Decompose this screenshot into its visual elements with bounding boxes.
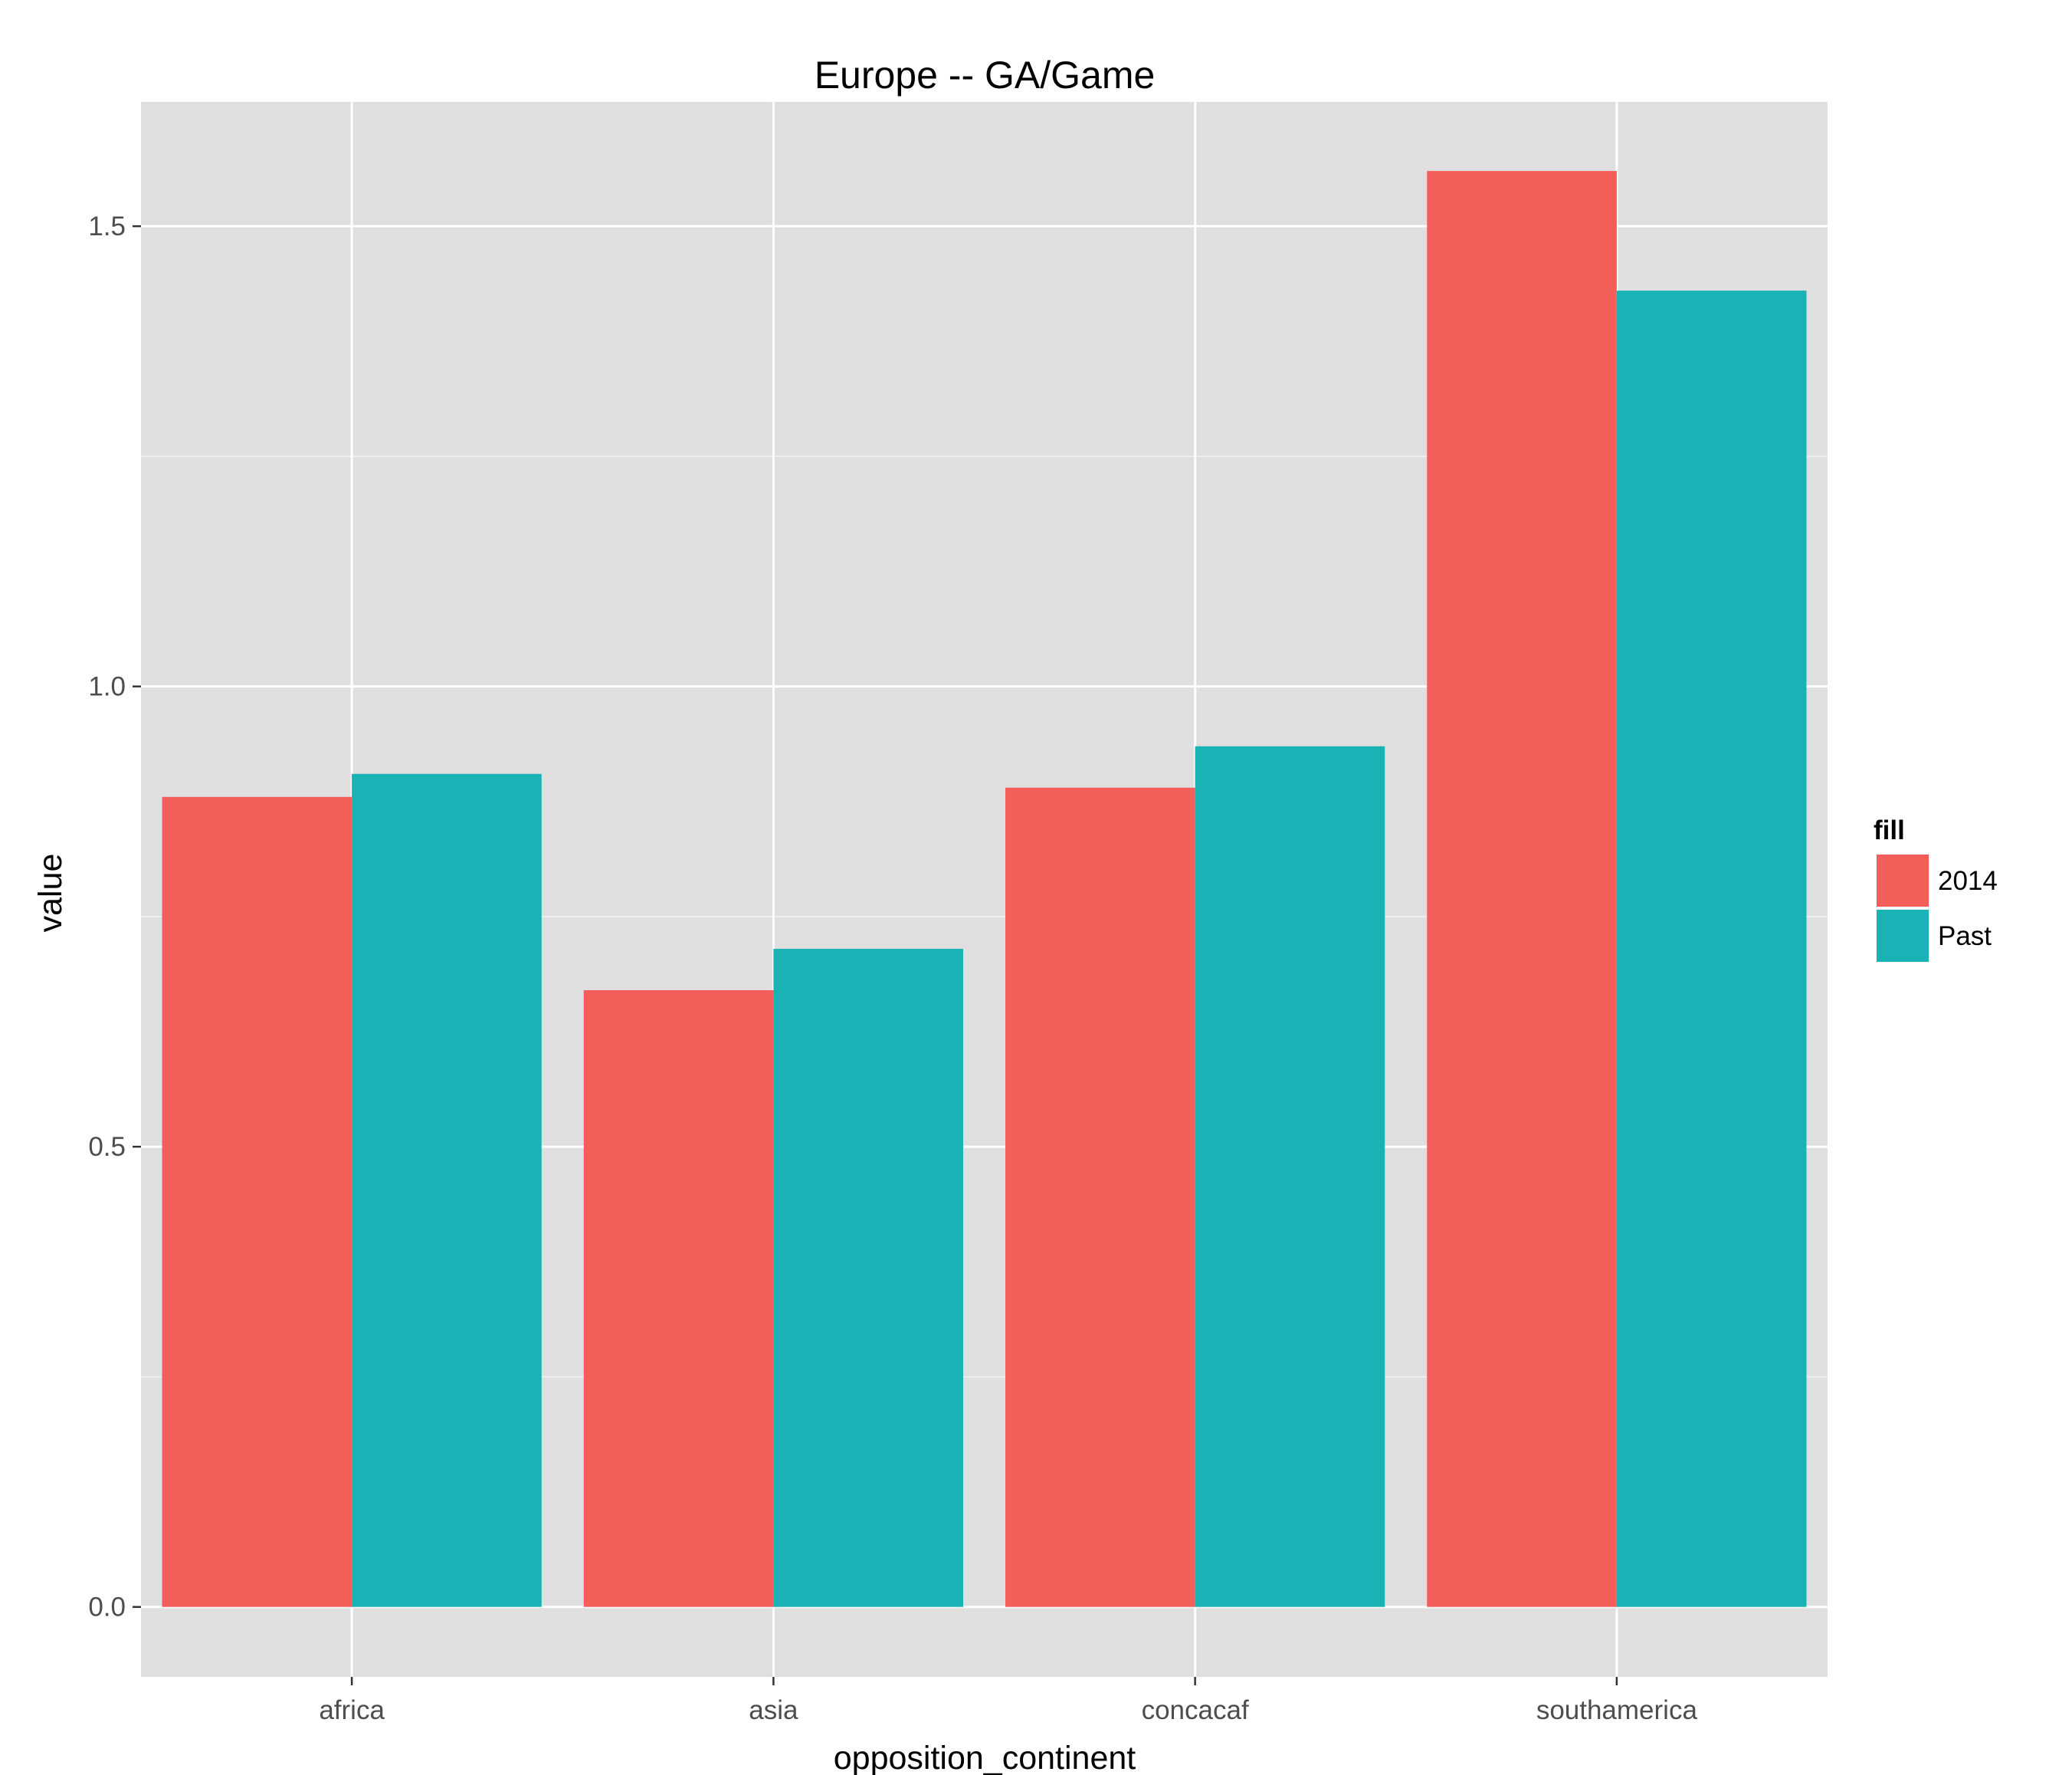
bar-past-africa <box>352 773 542 1607</box>
x-tick-label: southamerica <box>1536 1695 1698 1725</box>
y-tick-label: 0.5 <box>88 1132 126 1162</box>
bar-2014-africa <box>162 796 352 1607</box>
y-axis-title: value <box>32 854 69 933</box>
y-tick-label: 1.5 <box>88 212 126 241</box>
y-tick-label: 0.0 <box>88 1593 126 1622</box>
bar-past-asia <box>773 948 963 1607</box>
bar-2014-concacaf <box>1005 787 1195 1607</box>
bar-past-southamerica <box>1616 290 1807 1607</box>
legend-label-2014: 2014 <box>1938 866 1998 896</box>
bar-2014-asia <box>583 990 774 1607</box>
x-tick-label: concacaf <box>1142 1695 1249 1725</box>
x-tick-label: africa <box>319 1695 385 1725</box>
legend-swatch-past <box>1877 910 1929 962</box>
y-tick-label: 1.0 <box>88 672 126 702</box>
bars <box>162 171 1807 1607</box>
bar-2014-southamerica <box>1427 171 1617 1607</box>
legend-title: fill <box>1874 815 1905 845</box>
x-axis-title: opposition_continent <box>834 1740 1136 1775</box>
legend-swatch-2014 <box>1877 855 1929 907</box>
bar-past-concacaf <box>1195 746 1385 1607</box>
chart-title: Europe -- GA/Game <box>815 54 1156 97</box>
legend-label-past: Past <box>1938 921 1992 951</box>
legend: fill 2014 Past <box>1874 815 1998 964</box>
x-tick-label: asia <box>749 1695 798 1725</box>
x-axis: africa asia concacaf southamerica <box>319 1677 1697 1725</box>
y-axis: 0.0 0.5 1.0 1.5 <box>88 212 141 1622</box>
